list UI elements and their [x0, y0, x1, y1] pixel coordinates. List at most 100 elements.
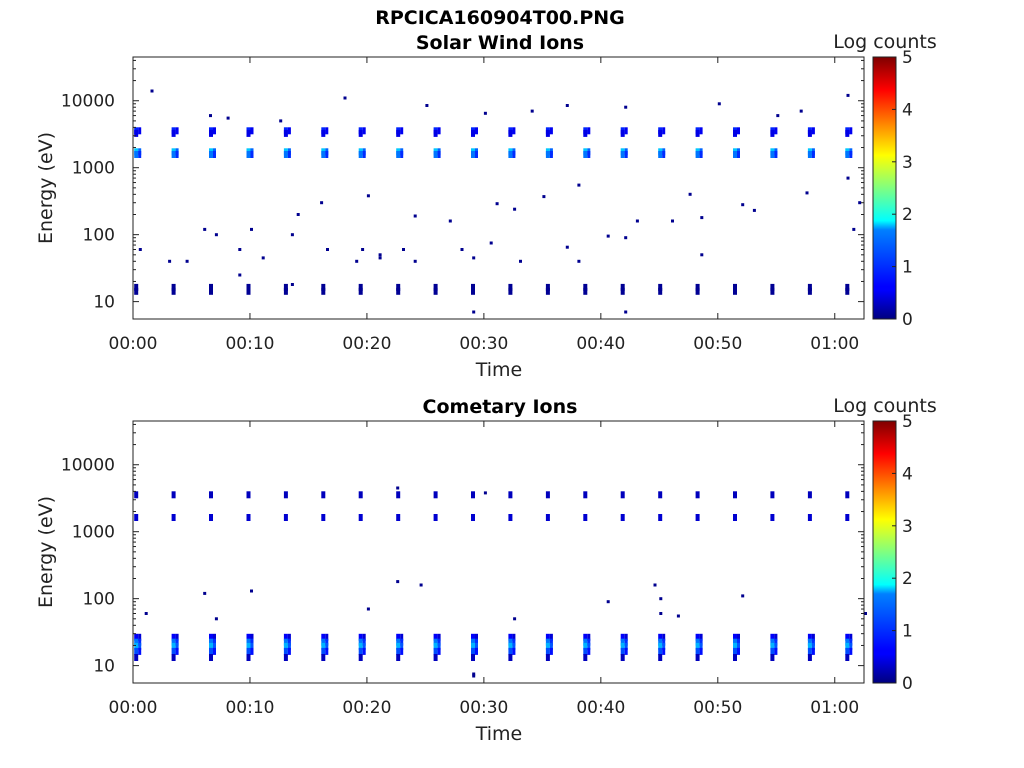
heatmap-cell — [475, 127, 478, 135]
heatmap-cell — [699, 642, 703, 650]
heatmap-point — [250, 227, 253, 231]
heatmap-cell — [358, 647, 363, 655]
heatmap-cell — [733, 151, 737, 158]
heatmap-cell — [175, 642, 179, 650]
heatmap-cell — [471, 642, 475, 650]
heatmap-point — [138, 248, 142, 251]
heatmap-cell — [433, 151, 438, 158]
heatmap-cell — [171, 642, 176, 650]
heatmap-point — [413, 214, 417, 218]
heatmap-cell — [583, 633, 588, 641]
colorbar — [872, 420, 897, 684]
heatmap-cell — [512, 642, 516, 650]
heatmap-cell — [699, 647, 703, 655]
heatmap-cell — [250, 633, 254, 641]
heatmap-cell — [175, 638, 179, 646]
heatmap-cell — [587, 633, 591, 641]
heatmap-cell — [695, 654, 700, 661]
heatmap-cell — [545, 654, 550, 661]
heatmap-cell — [811, 633, 815, 641]
heatmap-cell — [845, 514, 850, 521]
heatmap-cell — [695, 129, 700, 137]
heatmap-cell — [620, 287, 625, 295]
heatmap-cell — [471, 129, 475, 137]
heatmap-cell — [396, 151, 401, 158]
heatmap-point — [483, 111, 487, 115]
heatmap-point — [805, 191, 809, 195]
heatmap-cell — [545, 283, 550, 291]
heatmap-cell — [400, 647, 404, 655]
heatmap-cell — [512, 647, 516, 655]
heatmap-point — [495, 202, 499, 206]
heatmap-point — [396, 580, 400, 584]
heatmap-cell — [807, 633, 812, 641]
heatmap-point — [700, 216, 704, 220]
heatmap-cell — [733, 633, 737, 641]
colorbar-tick-label: 2 — [902, 569, 913, 589]
heatmap-cell — [508, 638, 513, 646]
heatmap-cell — [471, 514, 475, 521]
heatmap-cell — [250, 638, 254, 646]
heatmap-point — [513, 207, 517, 211]
heatmap-cell — [433, 642, 438, 650]
heatmap-point — [144, 612, 148, 615]
heatmap-cell — [213, 127, 216, 135]
heatmap-cell — [811, 127, 815, 135]
heatmap-cell — [433, 283, 438, 291]
heatmap-cell — [358, 151, 363, 158]
heatmap-cell — [733, 654, 737, 661]
heatmap-point — [624, 236, 628, 240]
heatmap-cell — [662, 633, 666, 641]
heatmap-cell — [138, 642, 142, 650]
heatmap-cell — [209, 287, 213, 295]
heatmap-cell — [583, 151, 588, 158]
heatmap-cell — [475, 151, 478, 158]
y-axis: 10 100 1000 10000 — [61, 423, 864, 677]
heatmap-cell — [433, 129, 438, 137]
heatmap-cell — [620, 491, 625, 499]
heatmap-point — [799, 109, 803, 113]
heatmap-cell — [624, 151, 628, 158]
heatmap-cell — [807, 491, 812, 499]
x-tick-label: 00:30 — [459, 334, 508, 354]
heatmap-cell — [733, 283, 737, 291]
heatmap-cell — [807, 638, 812, 646]
heatmap-cell — [171, 647, 176, 655]
colorbar-ticks: 0 1 2 3 4 5 — [892, 48, 913, 330]
colorbar-tick-label: 0 — [902, 310, 913, 330]
heatmap-cell — [358, 642, 363, 650]
heatmap-cell — [583, 514, 588, 521]
heatmap-cell — [437, 127, 441, 135]
heatmap-cell — [774, 638, 778, 646]
heatmap-cell — [620, 129, 625, 137]
heatmap-point — [150, 89, 154, 93]
heatmap-cell — [774, 151, 778, 158]
heatmap-cell — [733, 638, 737, 646]
heatmap-cell — [845, 647, 850, 655]
heatmap-cell — [325, 633, 329, 641]
heatmap-point — [846, 93, 850, 97]
heatmap-cell — [283, 283, 288, 291]
heatmap-cell — [362, 638, 366, 646]
heatmap-cell — [508, 654, 513, 661]
heatmap-cell — [849, 127, 853, 135]
colorbar — [872, 56, 897, 320]
y-tick-label: 1000 — [72, 523, 115, 543]
heatmap-point — [366, 607, 370, 611]
heatmap-cell — [325, 127, 329, 135]
heatmap-cell — [699, 151, 703, 158]
heatmap-cell — [508, 491, 513, 499]
heatmap-cell — [250, 127, 254, 135]
heatmap-cell — [845, 638, 850, 646]
heatmap-cell — [283, 647, 288, 655]
heatmap-cell — [737, 633, 740, 641]
heatmap-cell — [433, 633, 438, 641]
panel-cometary: Cometary Ions 00:00 00:10 00:20 00:30 00:40 0… — [35, 395, 937, 745]
x-tick-label: 01:00 — [810, 334, 859, 354]
heatmap-point — [472, 310, 476, 314]
heatmap-cell — [733, 647, 737, 655]
heatmap-cell — [699, 127, 703, 135]
heatmap-point — [185, 259, 189, 263]
x-tick-label: 00:10 — [225, 334, 274, 354]
